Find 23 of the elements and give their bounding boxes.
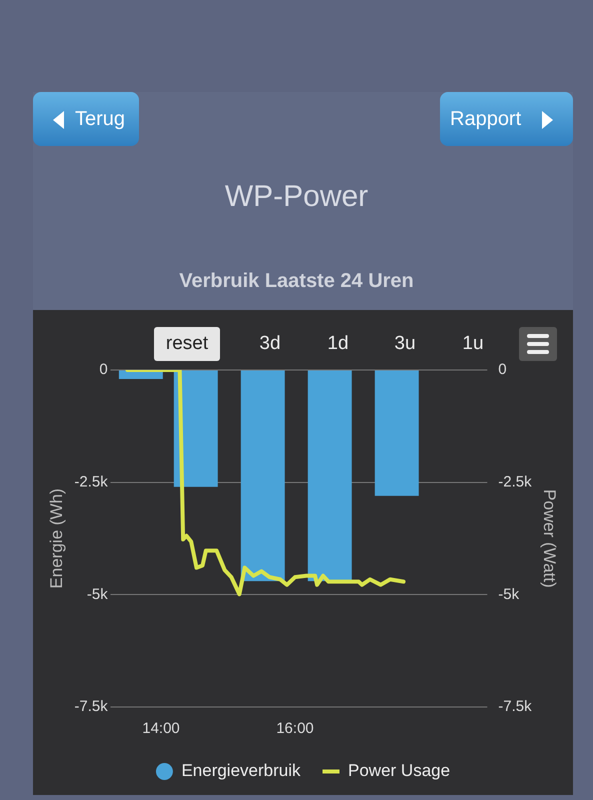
y-tick-label: -2.5k	[74, 473, 108, 490]
y-tick-label: -5k	[86, 586, 108, 603]
y2-axis-title: Power (Watt)	[540, 489, 560, 588]
text: 1u	[461, 332, 485, 356]
y-tick-label: -7.5k	[74, 698, 108, 716]
chart-subtitle: Verbruik Laatste 24 Uren	[178, 270, 415, 293]
legend-label: Energieverbruik	[181, 761, 302, 780]
chart-title: WP-Power	[224, 180, 370, 214]
text: Rapport	[440, 92, 573, 146]
x-tick-label: 14:00	[142, 720, 180, 738]
y-axis-title: Energie (Wh)	[46, 488, 66, 589]
y2-tick-label: 0	[498, 361, 507, 378]
x-tick-label: 16:00	[276, 720, 314, 738]
text: 3u	[393, 332, 417, 356]
text: 3d	[258, 332, 282, 356]
y2-tick-label: -2.5k	[498, 473, 532, 490]
y2-tick-label: -7.5k	[498, 698, 532, 716]
legend-label: Power Usage	[348, 761, 450, 780]
text: reset	[154, 327, 220, 361]
text: 1d	[326, 332, 350, 356]
text: Terug	[33, 92, 139, 146]
y2-tick-label: -5k	[498, 586, 520, 603]
y-tick-label: 0	[99, 361, 108, 378]
